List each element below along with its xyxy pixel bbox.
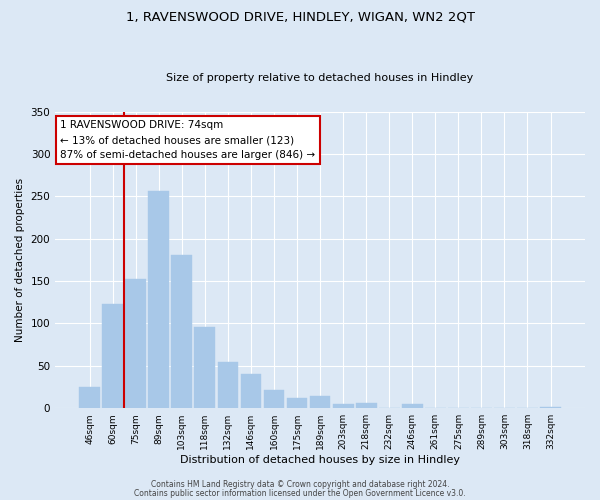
Bar — [287, 398, 307, 408]
Y-axis label: Number of detached properties: Number of detached properties — [15, 178, 25, 342]
Bar — [356, 403, 377, 408]
Text: Contains public sector information licensed under the Open Government Licence v3: Contains public sector information licen… — [134, 488, 466, 498]
Bar — [310, 396, 331, 408]
Bar — [333, 404, 353, 408]
Bar — [148, 191, 169, 408]
Bar — [125, 278, 146, 408]
Title: Size of property relative to detached houses in Hindley: Size of property relative to detached ho… — [166, 73, 474, 83]
Bar — [79, 387, 100, 408]
Bar — [402, 404, 422, 408]
Bar — [194, 327, 215, 408]
Bar — [102, 304, 123, 408]
Text: 1, RAVENSWOOD DRIVE, HINDLEY, WIGAN, WN2 2QT: 1, RAVENSWOOD DRIVE, HINDLEY, WIGAN, WN2… — [125, 10, 475, 23]
X-axis label: Distribution of detached houses by size in Hindley: Distribution of detached houses by size … — [180, 455, 460, 465]
Bar — [263, 390, 284, 408]
Text: Contains HM Land Registry data © Crown copyright and database right 2024.: Contains HM Land Registry data © Crown c… — [151, 480, 449, 489]
Bar — [241, 374, 262, 408]
Bar — [540, 406, 561, 408]
Text: 1 RAVENSWOOD DRIVE: 74sqm
← 13% of detached houses are smaller (123)
87% of semi: 1 RAVENSWOOD DRIVE: 74sqm ← 13% of detac… — [61, 120, 316, 160]
Bar — [218, 362, 238, 408]
Bar — [172, 255, 192, 408]
